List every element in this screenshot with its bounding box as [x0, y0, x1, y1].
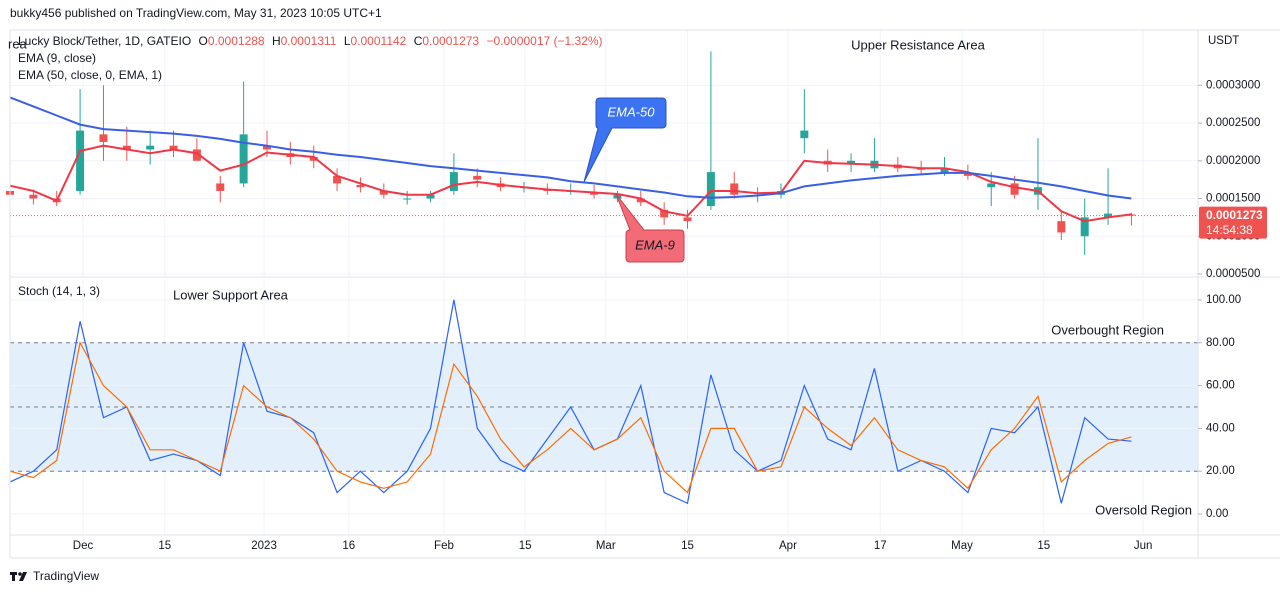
legend-entry: EMA (9, close) — [18, 51, 96, 65]
candle-body — [683, 217, 692, 222]
ohlc-name: H — [272, 34, 281, 48]
publisher: bukky456 published on TradingView.com, M… — [10, 6, 382, 20]
candle-body — [239, 134, 248, 184]
x-tick-label: Dec — [73, 540, 94, 552]
y-tick-label: 100.00 — [1206, 294, 1241, 306]
candle-body — [1057, 221, 1066, 233]
y-tick-label: 40.00 — [1206, 422, 1235, 434]
x-tick-label: Mar — [596, 540, 616, 552]
annotation: Lower Support Area — [173, 287, 289, 302]
last-price-label: 0.0001273 — [1206, 208, 1263, 222]
symbol: Lucky Block/Tether, 1D, GATEIO — [18, 34, 191, 48]
candle-body — [963, 172, 972, 176]
candle-body — [356, 184, 365, 188]
candle-body — [800, 130, 809, 139]
candle-body — [1080, 217, 1089, 237]
candle-body — [940, 168, 949, 173]
marks-layer — [6, 51, 1198, 505]
y-tick-label: 0.0000500 — [1206, 268, 1260, 280]
y-tick-label: 0.0003000 — [1206, 79, 1260, 91]
annotation: EMA-50 — [608, 104, 656, 119]
y-tick-label: 0.00 — [1206, 508, 1228, 520]
logo-part — [12, 572, 15, 581]
ohlc-value: 0.0001273 — [422, 34, 479, 48]
countdown: 14:54:38 — [1206, 223, 1253, 237]
logo-part — [19, 572, 27, 581]
x-tick-label: Feb — [434, 540, 454, 552]
logo-part — [18, 572, 22, 576]
x-tick-label: 15 — [681, 540, 694, 552]
candle-body — [216, 183, 225, 191]
y-tick-label: 0.0002000 — [1206, 155, 1260, 167]
brand-logo — [10, 572, 27, 581]
x-tick-label: Jun — [1134, 540, 1153, 552]
currency: USDT — [1208, 35, 1239, 47]
x-tick-label: May — [951, 540, 973, 552]
candle-body — [473, 175, 482, 180]
candle-body — [660, 209, 669, 218]
y-tick-label: 0.0001500 — [1206, 193, 1260, 205]
candle-body — [99, 134, 108, 142]
candle-body — [262, 145, 271, 150]
candle-body — [76, 130, 85, 191]
x-tick-label: 15 — [1037, 540, 1050, 552]
ohlc-value: 0.0001288 — [208, 34, 265, 48]
x-tick-label: Apr — [779, 540, 797, 552]
callout-ema9 — [615, 193, 685, 263]
candle-body — [146, 145, 155, 150]
annotation: Overbought Region — [1051, 322, 1164, 337]
series-line — [9, 96, 1132, 200]
candle-body — [29, 194, 38, 199]
candle-body — [449, 172, 458, 191]
x-tick-label: 15 — [158, 540, 171, 552]
x-tick-label: 17 — [874, 540, 887, 552]
candle-body — [847, 160, 856, 165]
y-tick-label: 60.00 — [1206, 380, 1235, 392]
candle-body — [590, 192, 599, 195]
candle-body — [987, 183, 996, 188]
grid-layer — [10, 30, 1198, 535]
annotation: Oversold Region — [1095, 502, 1192, 517]
y-tick-label: 20.00 — [1206, 465, 1235, 477]
candle-body — [379, 190, 388, 195]
candle-body — [706, 172, 715, 207]
annotation: EMA-9 — [635, 237, 675, 252]
ohlc-value: 0.0001142 — [351, 34, 407, 48]
annotation: rea — [8, 36, 28, 51]
candle-body — [730, 183, 739, 195]
y-tick-label: 0.0002500 — [1206, 117, 1260, 129]
x-tick-label: 15 — [519, 540, 532, 552]
candle-body — [333, 175, 342, 184]
legend-entry: EMA (50, close, 0, EMA, 1) — [18, 68, 162, 82]
ohlc-name: C — [414, 34, 423, 48]
frame — [9, 29, 1280, 559]
last-price-box — [1199, 206, 1267, 239]
series-line — [9, 144, 1132, 223]
candle-body — [636, 198, 645, 203]
x-tick-label: 2023 — [251, 540, 277, 552]
ohlc-value: 0.0001311 — [281, 34, 337, 48]
callout-ema50 — [583, 97, 667, 183]
series-line — [9, 340, 1132, 494]
annotation: Upper Resistance Area — [851, 37, 985, 52]
candle-body — [403, 198, 412, 200]
ohlc-name: L — [344, 34, 351, 48]
y-tick-label: 80.00 — [1206, 337, 1235, 349]
candle-body — [309, 157, 318, 161]
brand: TradingView — [33, 569, 99, 583]
indicator-title: Stoch (14, 1, 3) — [18, 284, 100, 298]
change: −0.0000017 (−1.32%) — [486, 34, 602, 48]
ohlc-name: O — [199, 34, 208, 48]
candle-body — [426, 194, 435, 199]
candle-body — [122, 145, 131, 150]
candle-body — [1010, 183, 1019, 195]
symbol-legend: Lucky Block/Tether, 1D, GATEIO O0.000128… — [18, 34, 603, 48]
x-tick-label: 16 — [342, 540, 355, 552]
candle-body — [192, 149, 201, 161]
candle-body — [169, 145, 178, 150]
